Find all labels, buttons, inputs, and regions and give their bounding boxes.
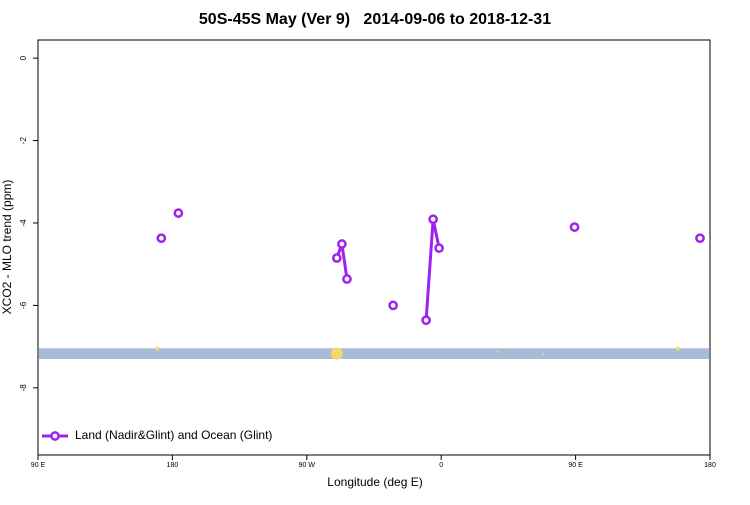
legend-label: Land (Nadir&Glint) and Ocean (Glint) xyxy=(75,428,272,442)
highlight-dot xyxy=(497,350,500,353)
highlight-dot xyxy=(675,346,680,351)
data-point xyxy=(342,274,352,284)
y-axis-label: XCO2 - MLO trend (ppm) xyxy=(0,180,14,315)
data-point xyxy=(434,243,444,253)
y-tick-label: -6 xyxy=(19,301,28,309)
x-tick-label: 90 E xyxy=(31,462,46,469)
y-tick-label: -2 xyxy=(19,136,28,144)
data-point xyxy=(388,300,398,311)
data-point xyxy=(173,208,184,218)
x-axis-label: Longitude (deg E) xyxy=(327,475,422,489)
x-tick-label: 90 W xyxy=(299,462,316,469)
reference-band xyxy=(39,348,709,359)
data-point xyxy=(428,214,438,225)
data-point xyxy=(331,253,342,263)
x-tick-label: 180 xyxy=(167,462,179,469)
highlight-dot xyxy=(542,353,545,356)
x-tick-label: 180 xyxy=(704,462,716,469)
data-point xyxy=(337,239,347,249)
data-point xyxy=(156,233,167,244)
data-point xyxy=(421,315,431,326)
legend-marker xyxy=(50,431,60,441)
x-tick-label: 0 xyxy=(439,462,443,469)
chart-title: 50S-45S May (Ver 9) 2014-09-06 to 2018-1… xyxy=(199,11,551,28)
x-tick-label: 90 E xyxy=(568,462,583,469)
highlight-dot xyxy=(155,346,160,351)
y-tick-label: -4 xyxy=(19,219,28,227)
y-tick-label: 0 xyxy=(19,55,28,60)
data-point xyxy=(695,233,705,244)
highlight-dot xyxy=(330,347,343,360)
plot-frame xyxy=(37,39,711,456)
y-tick-label: -8 xyxy=(19,384,28,392)
data-point xyxy=(569,222,580,232)
